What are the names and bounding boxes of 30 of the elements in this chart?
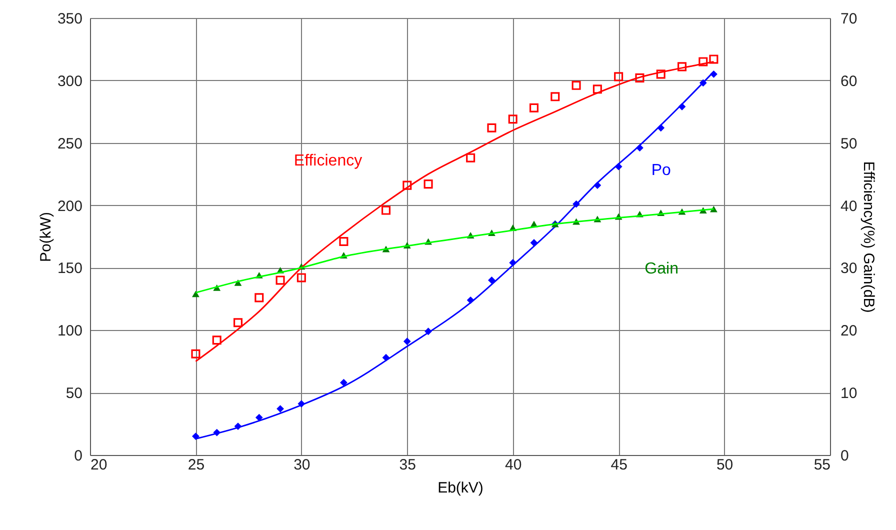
x-tick-label: 25 xyxy=(188,456,205,474)
x-axis-title: Eb(kV) xyxy=(438,480,484,496)
x-tick-label: 35 xyxy=(399,456,416,474)
y2-axis-title: Efficiency(%) Gain(dB) xyxy=(860,161,878,313)
x-tick-label: 20 xyxy=(90,456,108,474)
y2-tick-label: 10 xyxy=(840,385,858,402)
y2-tick-label: 20 xyxy=(840,322,858,340)
y-tick-label: 0 xyxy=(74,448,82,464)
series-label: Po xyxy=(651,162,672,180)
x-tick-label: 30 xyxy=(294,456,310,474)
text: Gain xyxy=(644,260,678,278)
y-tick-label: 50 xyxy=(66,385,82,402)
y-tick-label: 250 xyxy=(57,135,82,152)
y-tick-label: 100 xyxy=(57,322,82,340)
y2-tick-label: 40 xyxy=(840,198,858,215)
y-tick-label: 350 xyxy=(57,10,82,28)
x-tick-label: 40 xyxy=(505,456,522,474)
y-tick-label: 150 xyxy=(57,260,82,278)
x-tick-label: 50 xyxy=(716,456,734,474)
y2-tick-label: 70 xyxy=(840,10,858,28)
x-tick-label: 55 xyxy=(814,456,830,474)
y2-tick-label: 50 xyxy=(840,135,858,152)
y-axis-title: Po(kW) xyxy=(37,212,54,262)
y2-tick-label: 0 xyxy=(840,448,849,464)
y2-tick-label: 30 xyxy=(840,260,858,278)
y-tick-label: 300 xyxy=(57,72,82,90)
y-tick-label: 200 xyxy=(57,198,82,215)
x-tick-label: 45 xyxy=(610,456,628,474)
y2-tick-label: 60 xyxy=(840,72,858,90)
text: Efficiency xyxy=(294,152,362,170)
